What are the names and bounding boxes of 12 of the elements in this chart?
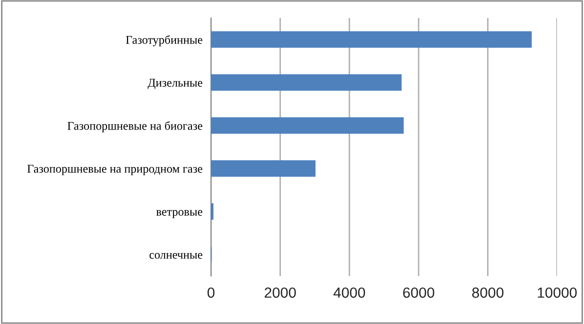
y-tick-label: Газотурбинные: [126, 35, 202, 46]
x-tick-label: 6000: [403, 287, 434, 298]
y-tick-label: Дизельные: [148, 78, 202, 90]
x-tick-label: 0: [208, 287, 214, 298]
x-tick-label: 10000: [538, 287, 577, 298]
y-tick-label: ветровые: [156, 210, 202, 218]
y-tick-label: Газопоршневые на биогазе: [68, 121, 202, 132]
y-tick-label: Газопоршневые на природном газе: [27, 164, 202, 176]
x-tick-label: 2000: [264, 287, 296, 298]
x-tick-label: 8000: [472, 287, 504, 298]
y-tick-label: солнечные: [150, 253, 202, 259]
x-tick-label: 4000: [334, 287, 366, 298]
